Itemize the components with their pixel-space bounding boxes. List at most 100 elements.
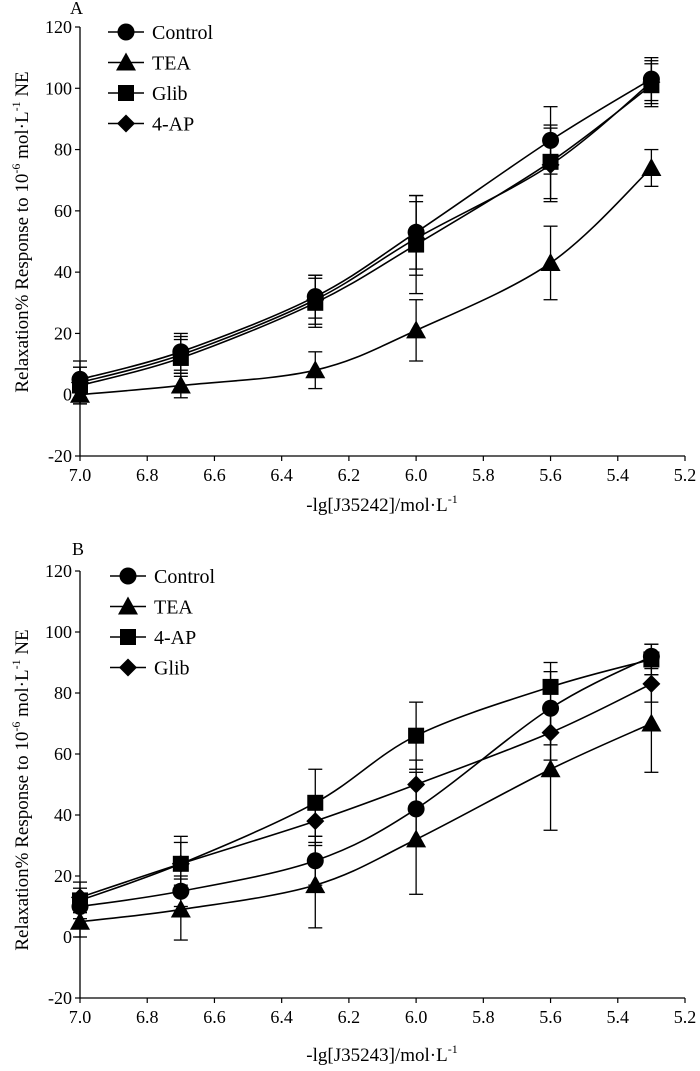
x-tick-label: 7.0 bbox=[69, 465, 92, 485]
panel-label-b: B bbox=[72, 539, 84, 559]
y-tick-label: 80 bbox=[54, 140, 72, 160]
legend-marker-control bbox=[119, 567, 137, 585]
series-line-glib bbox=[79, 683, 652, 899]
x-tick-label: 5.6 bbox=[539, 1007, 562, 1027]
y-tick-label: 40 bbox=[54, 805, 72, 825]
y-tick-label: 120 bbox=[45, 17, 72, 37]
legend-marker-glib bbox=[118, 85, 134, 101]
panel-b: -20 0 20 40 60 80 100 120 7.0 6.8 6.6 6.4 6.2 6.0 5.8 5… bbox=[9, 539, 696, 1066]
x-tick-label: 6.4 bbox=[270, 465, 293, 485]
x-tick-label: 5.4 bbox=[607, 1007, 630, 1027]
data-point-glib bbox=[306, 812, 325, 831]
x-tick-label: 6.6 bbox=[203, 1007, 226, 1027]
x-tick-label: 6.0 bbox=[405, 465, 428, 485]
y-tick-label: 60 bbox=[54, 201, 72, 221]
legend-marker-4-ap bbox=[120, 629, 136, 645]
y-tick-label: 40 bbox=[54, 262, 72, 282]
x-axis-title-a: -lg[J35242]/mol·L-1 bbox=[306, 492, 457, 516]
data-point-tea bbox=[305, 360, 326, 379]
legend-item-glib: Glib bbox=[110, 658, 190, 680]
data-point-tea bbox=[170, 375, 191, 394]
data-point-glib bbox=[642, 674, 661, 693]
y-tick-label: 20 bbox=[54, 866, 72, 886]
data-point-4-ap bbox=[642, 73, 661, 92]
data-point-4-ap bbox=[306, 290, 325, 309]
y-tick-label: 60 bbox=[54, 744, 72, 764]
data-point-tea bbox=[641, 157, 662, 176]
data-point-tea bbox=[641, 713, 662, 732]
data-point-glib bbox=[71, 888, 89, 907]
data-point-glib bbox=[407, 775, 426, 794]
data-point-4-ap bbox=[71, 373, 89, 392]
x-tick-label: 6.2 bbox=[338, 465, 361, 485]
data-point-tea bbox=[170, 899, 191, 918]
legend-item-tea: TEA bbox=[108, 52, 191, 75]
x-tick-label: 7.0 bbox=[69, 1007, 92, 1027]
y-tick-label: -20 bbox=[48, 988, 72, 1008]
series-control bbox=[71, 56, 660, 399]
legend-item-4-ap: 4-AP bbox=[110, 627, 196, 649]
legend-label-4-ap: 4-AP bbox=[154, 627, 196, 649]
plot-area-a: -20 0 20 40 60 80 100 120 7.0 6.8 6.6 6.4 6.2 6.0 5.8 5… bbox=[45, 17, 696, 485]
x-axis-title-b: -lg[J35243]/mol·L-1 bbox=[306, 1042, 457, 1066]
x-tick-label: 5.2 bbox=[674, 1007, 697, 1027]
legend-marker-glib bbox=[119, 658, 137, 677]
y-axis-title-b: Relaxation% Response to 10-6 mol·L-1 NE bbox=[9, 629, 33, 950]
data-point-glib bbox=[541, 723, 560, 742]
data-point-glib bbox=[171, 854, 190, 873]
y-tick-label: 100 bbox=[45, 78, 72, 98]
data-point-4-ap bbox=[407, 229, 426, 248]
plot-area-b: -20 0 20 40 60 80 100 120 7.0 6.8 6.6 6.4 6.2 6.0 5.8 5… bbox=[45, 561, 696, 1027]
legend-marker-4-ap bbox=[117, 114, 135, 133]
legend-marker-tea bbox=[116, 52, 136, 71]
legend-label-glib: Glib bbox=[154, 658, 190, 680]
data-point-4-ap bbox=[171, 345, 190, 364]
series-control bbox=[71, 643, 660, 920]
legend-label-tea: TEA bbox=[152, 53, 191, 75]
y-tick-label: 0 bbox=[63, 927, 72, 947]
legend-marker-tea bbox=[118, 596, 138, 615]
x-tick-label: 5.6 bbox=[539, 465, 562, 485]
x-tick-label: 6.8 bbox=[136, 465, 159, 485]
y-tick-label: 100 bbox=[45, 622, 72, 642]
legend-label-control: Control bbox=[152, 22, 214, 44]
data-point-4-ap bbox=[541, 155, 560, 174]
data-point-tea bbox=[305, 875, 326, 894]
series-tea bbox=[70, 674, 662, 941]
series-glib bbox=[71, 664, 661, 914]
legend-item-tea: TEA bbox=[110, 596, 193, 619]
legend-label-control: Control bbox=[154, 566, 216, 588]
data-point-tea bbox=[406, 829, 427, 848]
series-line-tea bbox=[79, 167, 652, 396]
legend-item-glib: Glib bbox=[108, 83, 188, 105]
x-tick-label: 6.0 bbox=[405, 1007, 428, 1027]
legend-label-4-ap: 4-AP bbox=[152, 114, 194, 136]
x-tick-label: 6.4 bbox=[270, 1007, 293, 1027]
x-tick-label: 5.8 bbox=[472, 465, 495, 485]
data-point-4-ap bbox=[542, 678, 559, 695]
x-tick-label: 5.8 bbox=[472, 1007, 495, 1027]
panel-a: -20 0 20 40 60 80 100 120 7.0 6.8 6.6 6.4 6.2 6.0 5.8 5… bbox=[9, 0, 696, 516]
y-tick-label: -20 bbox=[48, 446, 72, 466]
series-4-ap bbox=[72, 643, 660, 914]
x-tick-label: 6.2 bbox=[338, 1007, 361, 1027]
x-tick-label: 5.2 bbox=[674, 465, 697, 485]
x-tick-label: 6.6 bbox=[203, 465, 226, 485]
series-line-tea bbox=[79, 722, 652, 923]
legend-label-glib: Glib bbox=[152, 83, 188, 105]
legend-item-4-ap: 4-AP bbox=[108, 114, 194, 136]
legend-label-tea: TEA bbox=[154, 597, 193, 619]
legend-item-control: Control bbox=[110, 566, 216, 588]
x-tick-label: 5.4 bbox=[607, 465, 630, 485]
series-4-ap bbox=[71, 60, 661, 399]
legend-marker-control bbox=[117, 23, 135, 41]
y-tick-label: 80 bbox=[54, 683, 72, 703]
data-point-tea bbox=[406, 320, 427, 339]
panel-label-a: A bbox=[70, 0, 83, 18]
y-tick-label: 120 bbox=[45, 561, 72, 581]
x-tick-label: 6.8 bbox=[136, 1007, 159, 1027]
y-tick-label: 20 bbox=[54, 323, 72, 343]
y-tick-label: 0 bbox=[63, 385, 72, 405]
data-point-tea bbox=[70, 911, 90, 930]
